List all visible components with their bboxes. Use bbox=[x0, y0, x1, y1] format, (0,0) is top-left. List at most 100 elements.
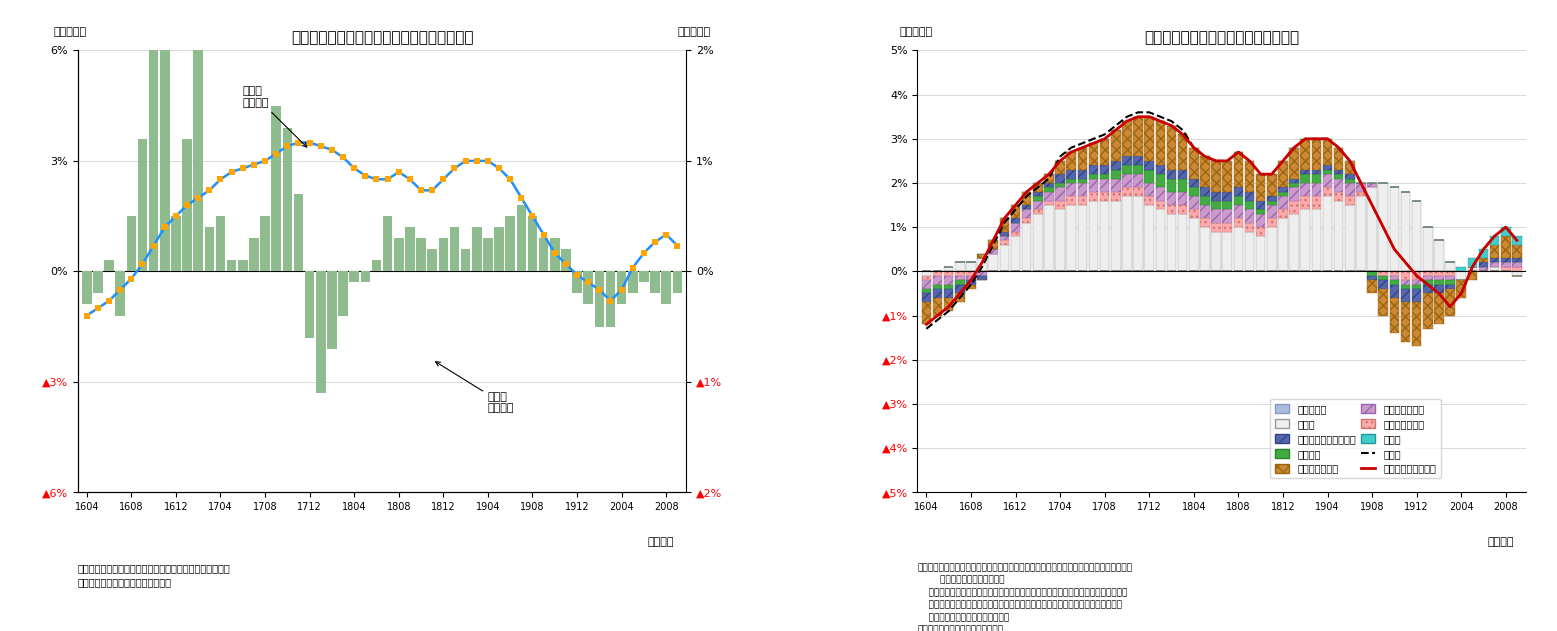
Bar bbox=[1367, 276, 1376, 280]
消費税を除く総平均 bbox=[1330, 144, 1348, 151]
Bar bbox=[1278, 196, 1288, 209]
Bar bbox=[1000, 232, 1009, 236]
Bar bbox=[1200, 218, 1210, 227]
Text: 前月比
（右軸）: 前月比 （右軸） bbox=[436, 362, 514, 413]
Bar bbox=[1112, 201, 1121, 271]
Bar bbox=[1190, 209, 1199, 218]
Bar bbox=[1412, 285, 1422, 289]
Bar bbox=[1144, 205, 1154, 271]
Bar bbox=[1179, 214, 1188, 271]
Bar bbox=[1233, 187, 1242, 196]
Title: 国内企業物価指数（前年比・前月比）の推移: 国内企業物価指数（前年比・前月比）の推移 bbox=[291, 30, 473, 45]
Bar bbox=[561, 249, 571, 271]
Bar bbox=[1345, 174, 1355, 179]
Bar bbox=[1456, 267, 1467, 271]
Bar bbox=[595, 271, 604, 327]
Text: （月次）: （月次） bbox=[648, 537, 674, 547]
Bar bbox=[933, 276, 942, 285]
Bar bbox=[1256, 201, 1266, 209]
Bar bbox=[1390, 271, 1400, 276]
Bar bbox=[954, 276, 964, 280]
Bar bbox=[967, 271, 976, 276]
Bar bbox=[1300, 209, 1309, 271]
Bar bbox=[1334, 148, 1344, 170]
Bar bbox=[1434, 276, 1443, 280]
総平均 bbox=[1151, 113, 1169, 121]
Bar bbox=[1133, 196, 1143, 271]
Bar bbox=[1323, 165, 1333, 170]
Bar bbox=[1088, 174, 1098, 179]
Bar bbox=[933, 271, 942, 276]
Bar bbox=[1323, 187, 1333, 196]
Bar bbox=[1345, 183, 1355, 196]
Bar bbox=[1021, 205, 1031, 209]
Bar bbox=[1211, 161, 1221, 192]
Bar bbox=[216, 216, 226, 271]
Bar bbox=[1133, 187, 1143, 196]
Bar bbox=[1311, 183, 1320, 196]
Bar bbox=[1356, 183, 1365, 192]
Bar bbox=[1512, 236, 1521, 245]
消費税を除く総平均 bbox=[1151, 117, 1169, 125]
Bar bbox=[1010, 232, 1020, 236]
Bar bbox=[1244, 209, 1255, 223]
Bar bbox=[1112, 161, 1121, 170]
Bar bbox=[1088, 201, 1098, 271]
Text: （注）消費税を除くベース。前月比は夏季電力料金調整後
（資料）日本銀行「企業物価指数」: （注）消費税を除くベース。前月比は夏季電力料金調整後 （資料）日本銀行「企業物価… bbox=[78, 563, 230, 587]
Bar bbox=[1434, 280, 1443, 285]
Bar bbox=[1267, 227, 1277, 271]
Bar bbox=[1200, 205, 1210, 218]
Bar bbox=[1010, 205, 1020, 218]
総平均 bbox=[1507, 237, 1526, 244]
Bar bbox=[967, 285, 976, 289]
Bar bbox=[1133, 174, 1143, 187]
Bar bbox=[1056, 161, 1065, 174]
Bar bbox=[461, 249, 470, 271]
Bar bbox=[1390, 276, 1400, 280]
Bar bbox=[1311, 139, 1320, 170]
Bar bbox=[1099, 165, 1110, 174]
Bar bbox=[1123, 165, 1132, 174]
Bar bbox=[1334, 201, 1344, 271]
Bar bbox=[416, 239, 425, 271]
Bar bbox=[1166, 170, 1176, 179]
Bar bbox=[1233, 152, 1242, 187]
Bar bbox=[1334, 170, 1344, 174]
Bar bbox=[1056, 201, 1065, 209]
Bar bbox=[922, 271, 931, 276]
Bar bbox=[1244, 192, 1255, 201]
Bar bbox=[1099, 192, 1110, 201]
Bar bbox=[1144, 161, 1154, 170]
Bar bbox=[922, 289, 931, 293]
Bar bbox=[1244, 223, 1255, 232]
Bar bbox=[933, 285, 942, 289]
Bar bbox=[1311, 196, 1320, 209]
Bar bbox=[954, 262, 964, 271]
Bar bbox=[1123, 187, 1132, 196]
Bar bbox=[1233, 218, 1242, 227]
総平均 bbox=[1129, 109, 1148, 116]
Bar bbox=[1211, 209, 1221, 223]
Bar bbox=[305, 271, 315, 338]
Bar bbox=[1378, 276, 1387, 280]
Bar bbox=[1166, 126, 1176, 170]
Bar bbox=[1345, 205, 1355, 271]
Legend: 消費増税分, その他, 電力・都市ガス・水道, 非鉄金属, 石油・石炭製品, 素材（その他）, 鉄鋼・建材関連, 機械類, 総平均, 消費税を除く総平均: 消費増税分, その他, 電力・都市ガス・水道, 非鉄金属, 石油・石炭製品, 素… bbox=[1271, 399, 1440, 478]
Bar bbox=[617, 271, 626, 305]
Bar bbox=[294, 194, 304, 271]
Bar bbox=[978, 258, 987, 271]
総平均 bbox=[1285, 144, 1303, 151]
Bar bbox=[104, 260, 114, 271]
Bar bbox=[1045, 192, 1054, 201]
Bar bbox=[1045, 174, 1054, 183]
Bar bbox=[506, 216, 515, 271]
Bar bbox=[171, 216, 181, 271]
Bar bbox=[1412, 289, 1422, 302]
Bar bbox=[1468, 258, 1478, 267]
Bar bbox=[1099, 179, 1110, 192]
Bar bbox=[1211, 201, 1221, 209]
Bar bbox=[1256, 214, 1266, 227]
Bar bbox=[126, 216, 135, 271]
Bar bbox=[1244, 232, 1255, 271]
Bar bbox=[1244, 201, 1255, 209]
